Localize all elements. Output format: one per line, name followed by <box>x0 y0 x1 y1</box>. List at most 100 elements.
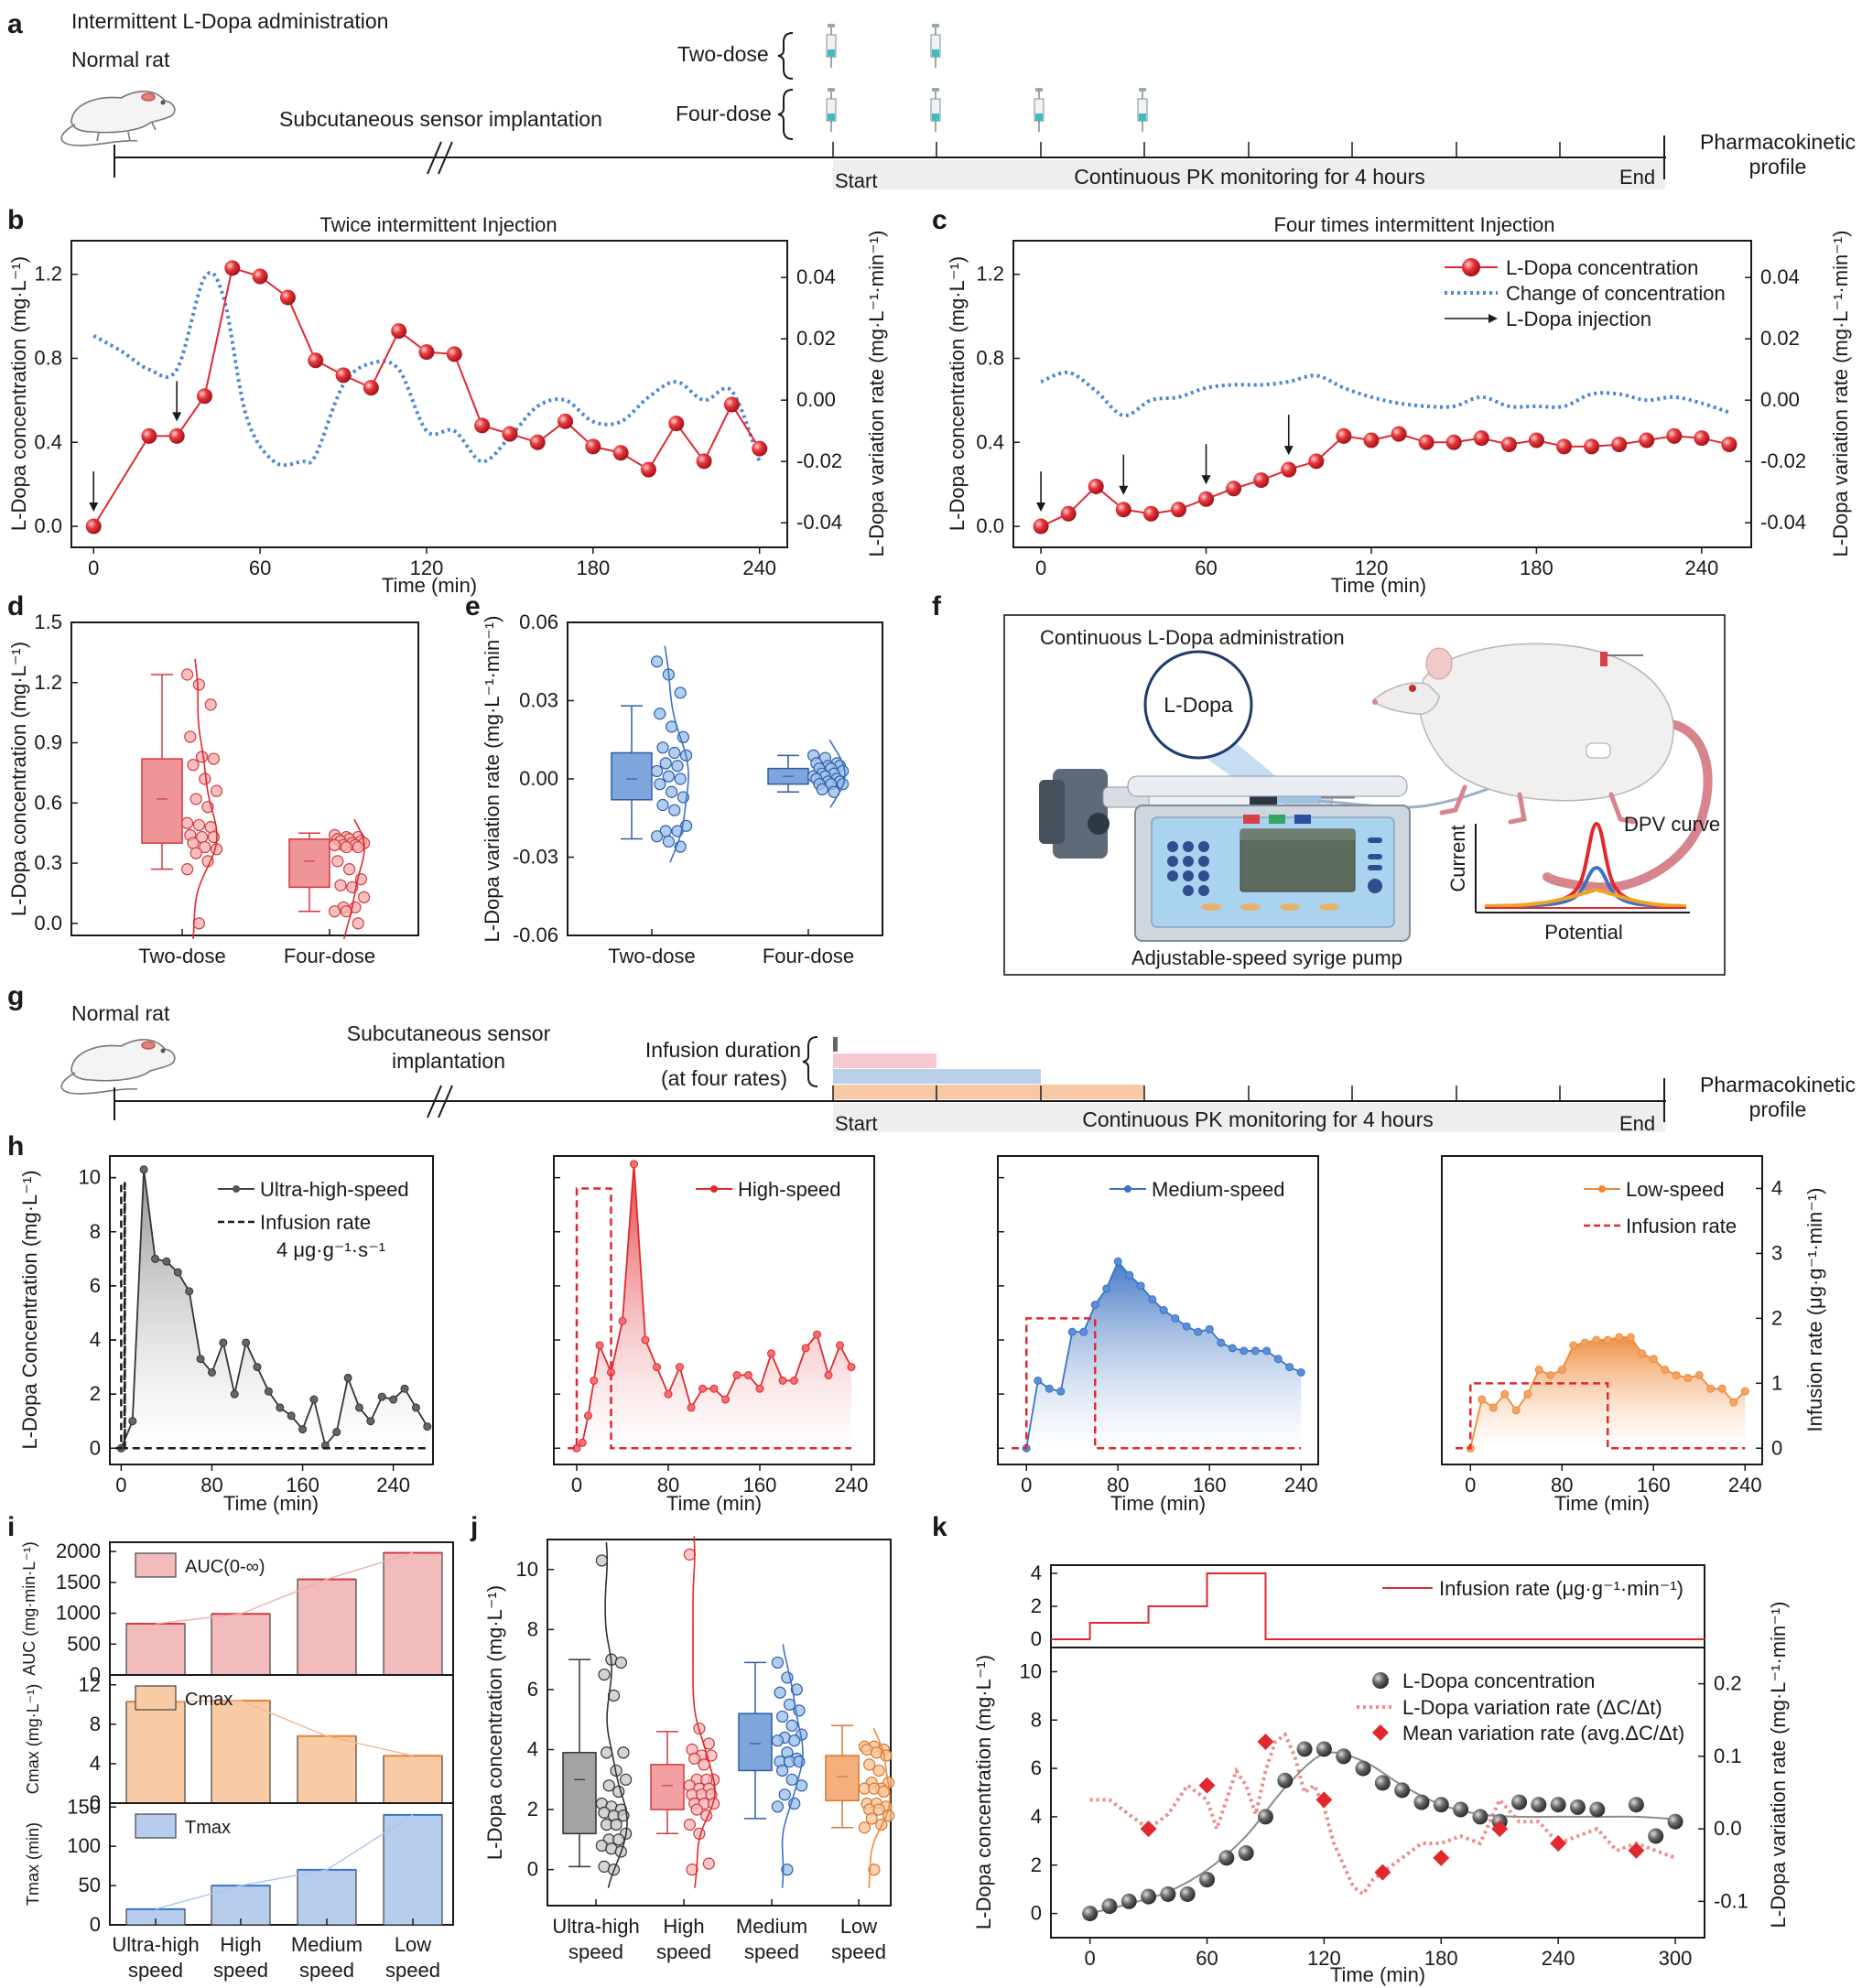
injection-arrowhead <box>1119 485 1129 495</box>
concentration-point <box>1489 1403 1498 1412</box>
mean-rate-marker <box>1433 1849 1450 1866</box>
infusion-rate-line <box>1012 1317 1302 1450</box>
concentration-point <box>1453 1801 1469 1818</box>
concentration-point <box>1315 1741 1332 1757</box>
panel-i-ytick-label: 12 <box>79 1673 101 1696</box>
concentration-point <box>389 1395 398 1404</box>
concentration-point <box>418 344 435 361</box>
data-point <box>668 746 681 760</box>
panel-k-xlabel: Time (min) <box>1330 1963 1425 1986</box>
syringe-icon <box>930 24 941 68</box>
panel-i-bar <box>383 1814 443 1926</box>
panel-f-current-label: Current <box>1446 825 1469 891</box>
chart-c-y2tick-label: -0.02 <box>1760 449 1806 472</box>
chart-h4-y2tick-label: 2 <box>1771 1306 1782 1329</box>
panel-i-bar <box>383 1755 443 1804</box>
concentration-point <box>354 1403 363 1412</box>
concentration-point <box>1580 1338 1589 1347</box>
concentration-point <box>308 352 324 369</box>
concentration-point <box>618 1316 627 1325</box>
chart-h3-xtick-label: 0 <box>1021 1474 1032 1496</box>
concentration-point <box>1569 1341 1578 1350</box>
infusion-rate-line <box>1051 1572 1705 1640</box>
concentration-point <box>1253 472 1270 489</box>
panel-i-ytick-label: 150 <box>67 1795 101 1818</box>
panel-a-brace-two-dose <box>777 32 794 80</box>
concentration-area <box>577 1163 851 1449</box>
concentration-point <box>1694 430 1710 447</box>
concentration-point <box>1683 1373 1693 1382</box>
chart-j-ytick-label: 8 <box>527 1617 538 1640</box>
chart-h4-xtick-label: 80 <box>1551 1474 1573 1496</box>
rat-icon <box>60 1039 176 1095</box>
panel-k-legend-infusion: Infusion rate (μg·g⁻¹·min⁻¹) <box>1439 1577 1683 1600</box>
panel-g-implant-label-2: implantation <box>392 1049 505 1073</box>
chart-b-y2tick-label: -0.04 <box>796 511 842 534</box>
panel-label-a: a <box>7 9 23 39</box>
panel-k-xtick-label: 120 <box>1307 1947 1341 1970</box>
chart-e-ytick-label: -0.03 <box>513 846 558 869</box>
concentration-point <box>139 1165 148 1174</box>
chart-c-ytick-label: 0.4 <box>976 430 1004 453</box>
chart-h4-xtick-label: 240 <box>1728 1474 1762 1496</box>
panel-b-ylabel-right: L-Dopa variation rate (mg·L⁻¹·min⁻¹) <box>865 231 888 557</box>
chart-c-xtick-label: 120 <box>1355 556 1389 579</box>
concentration-point <box>1729 1398 1738 1407</box>
panel-k-xtick-label: 240 <box>1542 1947 1575 1970</box>
panel-k-xtick-label: 180 <box>1424 1947 1458 1970</box>
panel-i-legend-swatch <box>135 1813 177 1839</box>
syringe-rod <box>1038 92 1040 99</box>
concentration-point <box>1281 461 1297 478</box>
concentration-point <box>173 1268 182 1277</box>
concentration-point <box>1740 1387 1749 1396</box>
chart-h1-xtick-label: 80 <box>200 1474 222 1496</box>
concentration-point <box>709 1384 719 1393</box>
panel-i-category-label: speed <box>128 1959 183 1982</box>
concentration-point <box>207 1367 216 1377</box>
panel-i-ytick-label: 8 <box>90 1712 101 1735</box>
concentration-point <box>1628 1797 1644 1813</box>
concentration-point <box>1218 1850 1235 1866</box>
chart-c-y2tick-label: 0.02 <box>1760 327 1800 350</box>
concentration-point <box>824 1370 833 1379</box>
panel-a-pk-label-1: Pharmacokinetic <box>1700 130 1856 154</box>
injection-arrowhead <box>172 412 182 422</box>
syringe-pump-icon <box>1039 762 1548 942</box>
data-point <box>783 1698 796 1711</box>
chart-j-ytick-label: 10 <box>516 1558 538 1581</box>
data-point <box>785 1719 798 1732</box>
panel-i-category-label: speed <box>213 1959 268 1982</box>
data-point <box>650 764 664 778</box>
panel-f-pump-label: Adjustable-speed syrige pump <box>1131 946 1402 969</box>
panel-i-bar <box>297 1735 357 1804</box>
panel-i-trend-line <box>155 1814 414 1910</box>
data-point <box>343 863 356 876</box>
chart-h4-xtick-label: 160 <box>1637 1474 1671 1496</box>
chart-c-y2tick-label: -0.04 <box>1760 511 1806 534</box>
data-point <box>334 879 347 891</box>
panel-b-chart: 0 60 120 180 240 0.0 0.4 0.8 1.2 -0.04 -0.02 0.00 0.… <box>34 260 842 579</box>
panel-d-chart: 0.0 0.3 0.6 0.9 1.2 1.5 Two-dose Four-dose <box>34 610 375 967</box>
concentration-point <box>1694 1370 1704 1379</box>
data-point <box>880 1749 893 1762</box>
panel-i-ytick-label: 1000 <box>56 1602 101 1625</box>
panel-c-ylabel-right: L-Dopa variation rate (mg·L⁻¹·min⁻¹) <box>1829 231 1852 557</box>
chart-b-y2tick-label: 0.02 <box>796 327 836 350</box>
chart-d-ytick-label: 0.6 <box>34 791 62 814</box>
chart-d-category-label: Two-dose <box>138 945 225 967</box>
panel-a-monitoring-label: Continuous PK monitoring for 4 hours <box>1074 165 1425 189</box>
chart-j-category-label: Ultra-high <box>552 1915 639 1938</box>
concentration-point <box>85 518 102 535</box>
chart-j-category-label: Low <box>840 1915 877 1938</box>
panel-i-category-label: Ultra-high <box>112 1933 199 1956</box>
chart-c-ytick-label: 0.8 <box>976 346 1004 369</box>
panel-d-plot-frame <box>70 621 419 936</box>
concentration-point <box>230 1389 239 1399</box>
panel-f: Continuous L-Dopa administration L-Dopa <box>1003 614 1726 976</box>
concentration-point <box>1706 1384 1716 1393</box>
panel-k-xtick-label: 300 <box>1659 1947 1693 1970</box>
panel-g-implant-label-1: Subcutaneous sensor <box>347 1021 551 1045</box>
chart-e-ytick-label: 0.00 <box>519 767 558 790</box>
